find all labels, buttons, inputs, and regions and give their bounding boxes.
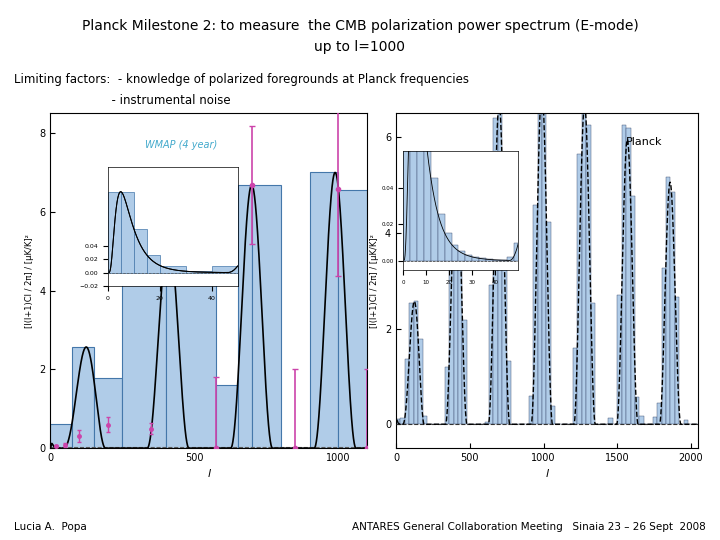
Bar: [626, 127, 631, 424]
X-axis label: l: l: [207, 469, 210, 478]
Bar: [418, 339, 423, 424]
Bar: [498, 104, 503, 424]
Text: Planck: Planck: [626, 137, 662, 147]
Bar: [480, 258, 486, 261]
Bar: [551, 406, 555, 424]
Bar: [635, 397, 639, 424]
Text: Planck Milestone 2: to measure  the CMB polarization power spectrum (E-mode): Planck Milestone 2: to measure the CMB p…: [81, 19, 639, 33]
Bar: [652, 417, 657, 424]
Bar: [590, 303, 595, 424]
Bar: [608, 418, 613, 424]
Bar: [121, 192, 134, 273]
Bar: [400, 418, 405, 424]
Bar: [166, 236, 216, 448]
Bar: [108, 192, 121, 273]
Bar: [252, 185, 281, 448]
Bar: [405, 359, 409, 424]
X-axis label: l: l: [546, 469, 549, 478]
Bar: [485, 422, 489, 424]
Bar: [409, 302, 414, 424]
Bar: [338, 190, 367, 448]
Bar: [546, 222, 551, 424]
Bar: [414, 301, 418, 424]
Bar: [542, 90, 546, 424]
Text: - instrumental noise: - instrumental noise: [14, 94, 231, 107]
Bar: [417, 53, 424, 261]
Bar: [134, 229, 147, 273]
Bar: [423, 416, 427, 424]
Bar: [396, 418, 400, 424]
Bar: [445, 367, 449, 424]
Bar: [538, 90, 542, 424]
Y-axis label: [l(l+1)Cl / 2π] / [μK/K]²: [l(l+1)Cl / 2π] / [μK/K]²: [24, 234, 34, 328]
Bar: [684, 420, 688, 424]
Bar: [662, 268, 666, 424]
Bar: [445, 233, 451, 261]
Bar: [94, 378, 122, 448]
Bar: [472, 257, 480, 261]
Bar: [438, 214, 445, 261]
Bar: [186, 271, 212, 273]
Text: up to l=1000: up to l=1000: [315, 40, 405, 55]
Bar: [577, 154, 582, 424]
Bar: [310, 172, 338, 448]
Bar: [701, 373, 706, 424]
Bar: [639, 416, 644, 424]
Bar: [621, 125, 626, 424]
Bar: [586, 125, 590, 424]
Bar: [500, 260, 507, 261]
Bar: [462, 320, 467, 424]
Text: Lucia A.  Popa: Lucia A. Popa: [14, 522, 87, 532]
Bar: [675, 296, 679, 424]
Text: ANTARES General Collaboration Meeting   Sinaia 23 – 26 Sept  2008: ANTARES General Collaboration Meeting Si…: [352, 522, 706, 532]
Bar: [493, 260, 500, 261]
Text: WMAP (4 year): WMAP (4 year): [145, 140, 217, 150]
Bar: [451, 245, 459, 261]
Bar: [72, 347, 94, 448]
Bar: [212, 266, 238, 273]
Bar: [147, 255, 160, 273]
Bar: [424, 122, 431, 261]
Bar: [507, 257, 514, 261]
Bar: [670, 192, 675, 424]
Bar: [514, 243, 521, 261]
Bar: [489, 285, 493, 424]
Bar: [410, 42, 417, 261]
Text: Limiting factors:  - knowledge of polarized foregrounds at Planck frequencies: Limiting factors: - knowledge of polariz…: [14, 73, 469, 86]
Bar: [465, 255, 472, 261]
Bar: [122, 246, 166, 448]
Bar: [493, 118, 498, 424]
Bar: [666, 177, 670, 424]
Text: B2K: B2K: [145, 170, 165, 180]
Bar: [403, 97, 410, 261]
Bar: [458, 179, 462, 424]
Bar: [238, 185, 252, 448]
Bar: [431, 178, 438, 261]
Bar: [454, 166, 458, 424]
Bar: [160, 266, 186, 273]
Bar: [449, 212, 454, 424]
Bar: [216, 386, 238, 448]
Bar: [582, 105, 586, 424]
Bar: [657, 403, 662, 424]
Bar: [534, 206, 538, 424]
Bar: [644, 423, 648, 424]
Bar: [631, 195, 635, 424]
Bar: [507, 361, 511, 424]
Bar: [50, 424, 72, 448]
Bar: [573, 348, 577, 424]
Bar: [486, 259, 493, 261]
Bar: [617, 295, 621, 424]
Bar: [459, 251, 465, 261]
Bar: [528, 396, 534, 424]
Y-axis label: [l(l+1)Cl / 2π] / [μK/K]²: [l(l+1)Cl / 2π] / [μK/K]²: [370, 234, 379, 328]
Bar: [503, 167, 507, 424]
